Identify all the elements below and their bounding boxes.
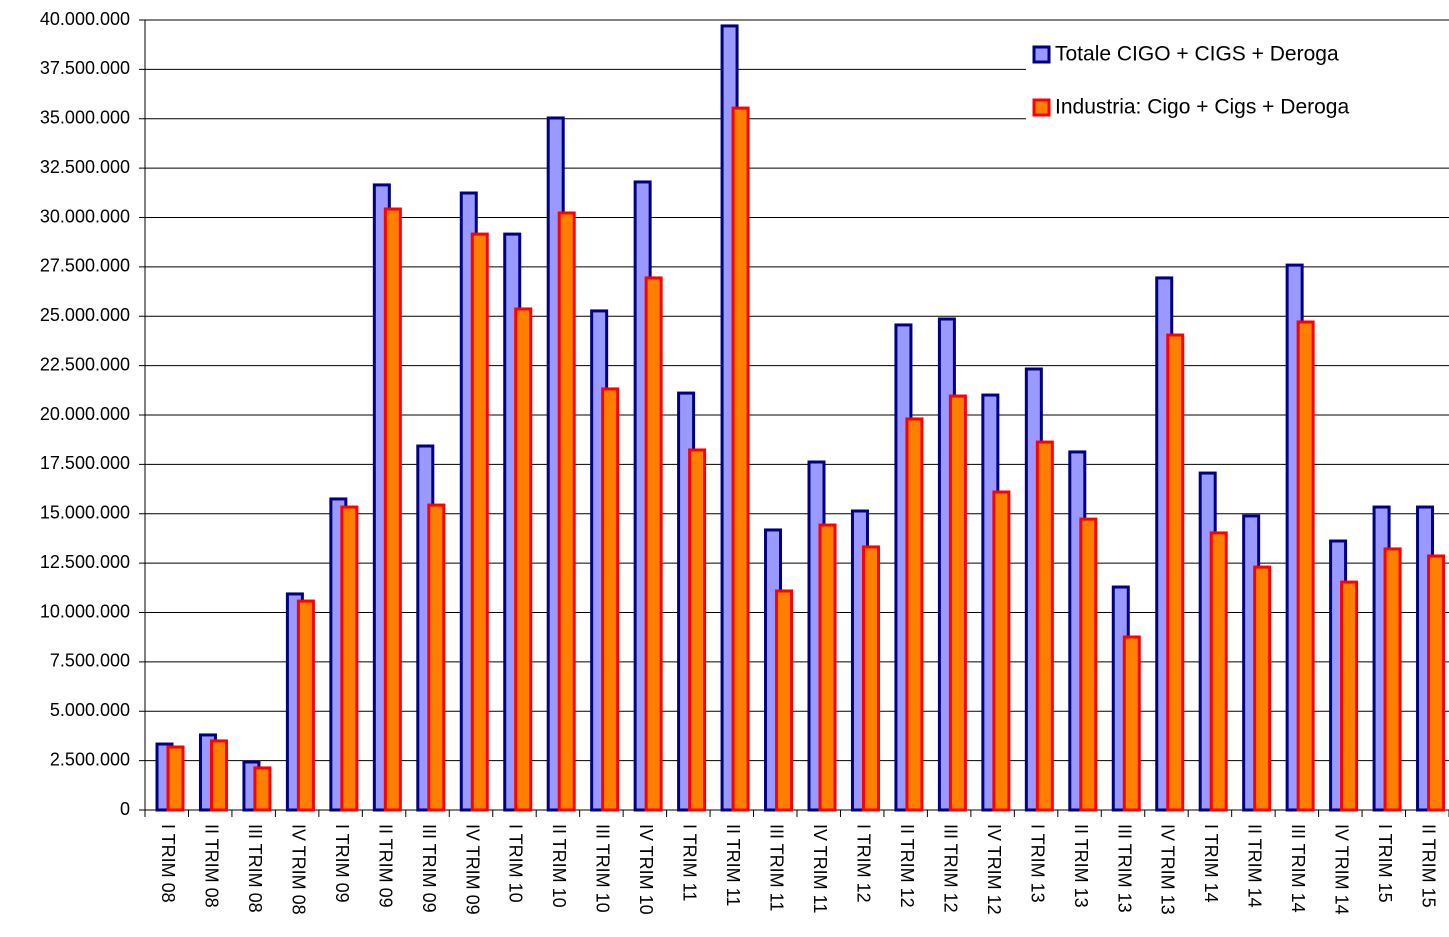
bar [1253, 565, 1272, 812]
bar [514, 307, 533, 812]
x-tick-label: I TRIM 10 [506, 824, 526, 903]
y-tick-label: 20.000.000 [40, 404, 130, 424]
x-tick-label: I TRIM 12 [853, 824, 873, 903]
bar [1427, 554, 1446, 812]
x-tick-label: IV TRIM 08 [288, 824, 308, 915]
x-tick-label: II TRIM 08 [201, 824, 221, 908]
x-tick-label: II TRIM 14 [1245, 824, 1265, 908]
x-tick-label: III TRIM 09 [419, 824, 439, 913]
y-tick-label: 22.500.000 [40, 354, 130, 374]
x-tick-label: II TRIM 13 [1071, 824, 1091, 908]
bar [948, 394, 967, 812]
bar [1166, 333, 1185, 812]
bar [992, 490, 1011, 812]
y-tick-label: 32.500.000 [40, 157, 130, 177]
x-tick-label: I TRIM 15 [1375, 824, 1395, 903]
x-tick-label: IV TRIM 11 [810, 824, 830, 913]
bar [383, 207, 402, 812]
x-tick-label: III TRIM 10 [593, 824, 613, 913]
y-tick-label: 37.500.000 [40, 58, 130, 78]
x-tick-label: I TRIM 08 [158, 824, 178, 903]
bar [1035, 440, 1054, 812]
bar [470, 232, 489, 812]
legend-marker [1032, 98, 1051, 117]
x-tick-label: II TRIM 11 [723, 824, 743, 906]
bar [1296, 320, 1315, 812]
y-tick-label: 25.000.000 [40, 305, 130, 325]
x-tick-label: III TRIM 12 [940, 824, 960, 913]
x-tick-label: I TRIM 13 [1027, 824, 1047, 903]
bar [1122, 635, 1141, 812]
x-tick-label: I TRIM 09 [332, 824, 352, 903]
x-tick-label: II TRIM 09 [375, 824, 395, 908]
bar [905, 417, 924, 812]
y-tick-label: 15.000.000 [40, 503, 130, 523]
y-tick-label: 27.500.000 [40, 256, 130, 276]
bar [775, 589, 794, 812]
y-tick-label: 17.500.000 [40, 453, 130, 473]
x-tick-label: IV TRIM 12 [984, 824, 1004, 915]
y-tick-label: 12.500.000 [40, 552, 130, 572]
bar [427, 503, 446, 812]
y-tick-label: 30.000.000 [40, 206, 130, 226]
x-tick-label: III TRIM 13 [1114, 824, 1134, 913]
bar [644, 276, 663, 812]
y-tick-label: 5.000.000 [50, 700, 130, 720]
bar [253, 766, 272, 812]
legend-box [1026, 28, 1449, 132]
x-tick-label: III TRIM 11 [767, 824, 787, 911]
legend-label: Industria: Cigo + Cigs + Deroga [1055, 96, 1349, 119]
x-tick-label: I TRIM 11 [680, 824, 700, 901]
bar [296, 599, 315, 812]
bar [731, 106, 750, 812]
bar [209, 739, 228, 812]
bar [1383, 547, 1402, 812]
bar [1340, 580, 1359, 812]
x-tick-label: II TRIM 10 [549, 824, 569, 908]
x-tick-label: III TRIM 14 [1288, 824, 1308, 913]
y-tick-label: 2.500.000 [50, 749, 130, 769]
y-tick-label: 0 [120, 799, 130, 819]
x-tick-label: IV TRIM 10 [636, 824, 656, 915]
x-tick-label: III TRIM 08 [245, 824, 265, 913]
bar [818, 523, 837, 812]
legend-label: Totale CIGO + CIGS + Deroga [1055, 43, 1339, 66]
bar [340, 505, 359, 812]
x-tick-label: IV TRIM 13 [1158, 824, 1178, 915]
bar [861, 545, 880, 812]
x-tick-label: IV TRIM 14 [1332, 824, 1352, 915]
x-tick-label: II TRIM 15 [1419, 824, 1439, 908]
x-tick-label: II TRIM 12 [897, 824, 917, 908]
y-tick-label: 10.000.000 [40, 601, 130, 621]
bar [166, 745, 185, 812]
bar [601, 387, 620, 812]
bar [1209, 531, 1228, 812]
bar [688, 448, 707, 812]
bar [557, 211, 576, 812]
bar [1079, 517, 1098, 812]
y-tick-label: 40.000.000 [40, 9, 130, 29]
y-tick-label: 7.500.000 [50, 651, 130, 671]
legend-marker [1032, 45, 1051, 64]
x-tick-label: I TRIM 14 [1201, 824, 1221, 903]
x-tick-label: IV TRIM 09 [462, 824, 482, 915]
y-tick-label: 35.000.000 [40, 108, 130, 128]
